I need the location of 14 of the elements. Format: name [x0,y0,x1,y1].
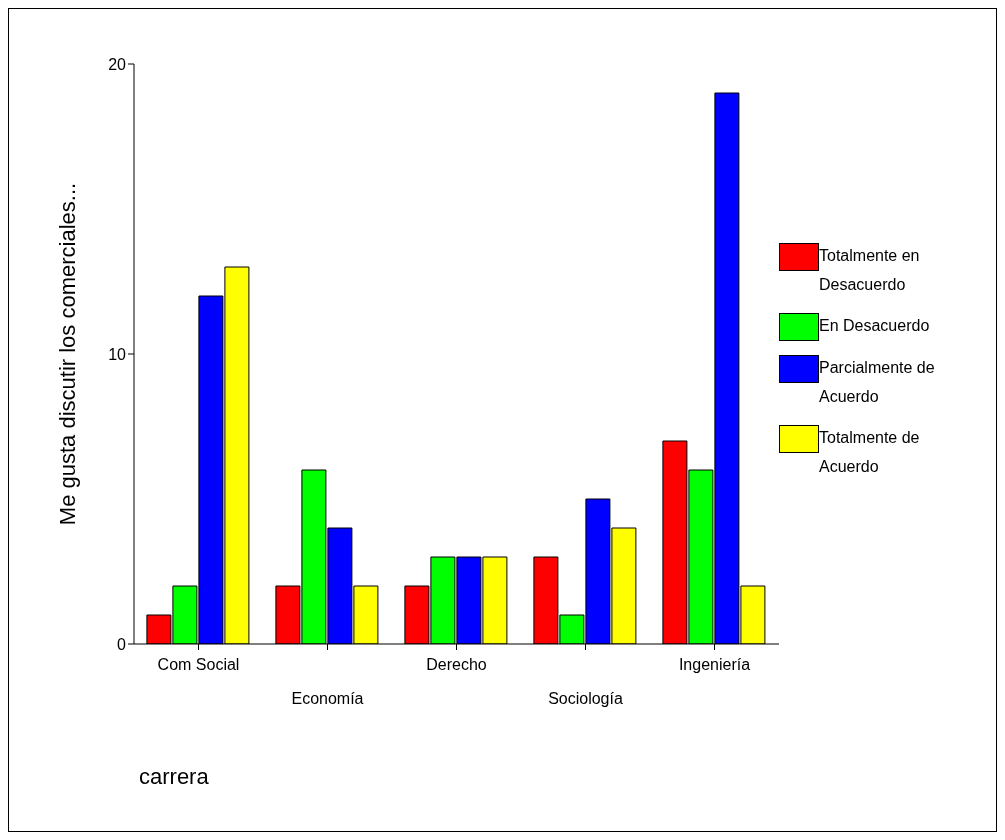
x-tick-label: Derecho [426,656,487,673]
x-tick-label: Economía [291,690,364,707]
y-tick-label: 10 [108,345,127,363]
x-tick-label: Sociología [548,690,623,707]
legend-label: Parcialmente de Acuerdo [819,358,936,407]
legend-label: Totalmente de Acuerdo [819,428,921,477]
y-tick-label: 0 [117,635,127,653]
x-tick-label: Ingeniería [678,656,751,673]
x-tick-label: Com Social [157,656,240,673]
y-axis-title: Me gusta discutir los comerciales... [54,182,80,526]
legend-label: En Desacuerdo [819,316,931,336]
legend-label: Totalmente en Desacuerdo [819,246,921,295]
x-axis-title: carrera [139,764,209,790]
y-tick-label: 20 [108,55,127,73]
